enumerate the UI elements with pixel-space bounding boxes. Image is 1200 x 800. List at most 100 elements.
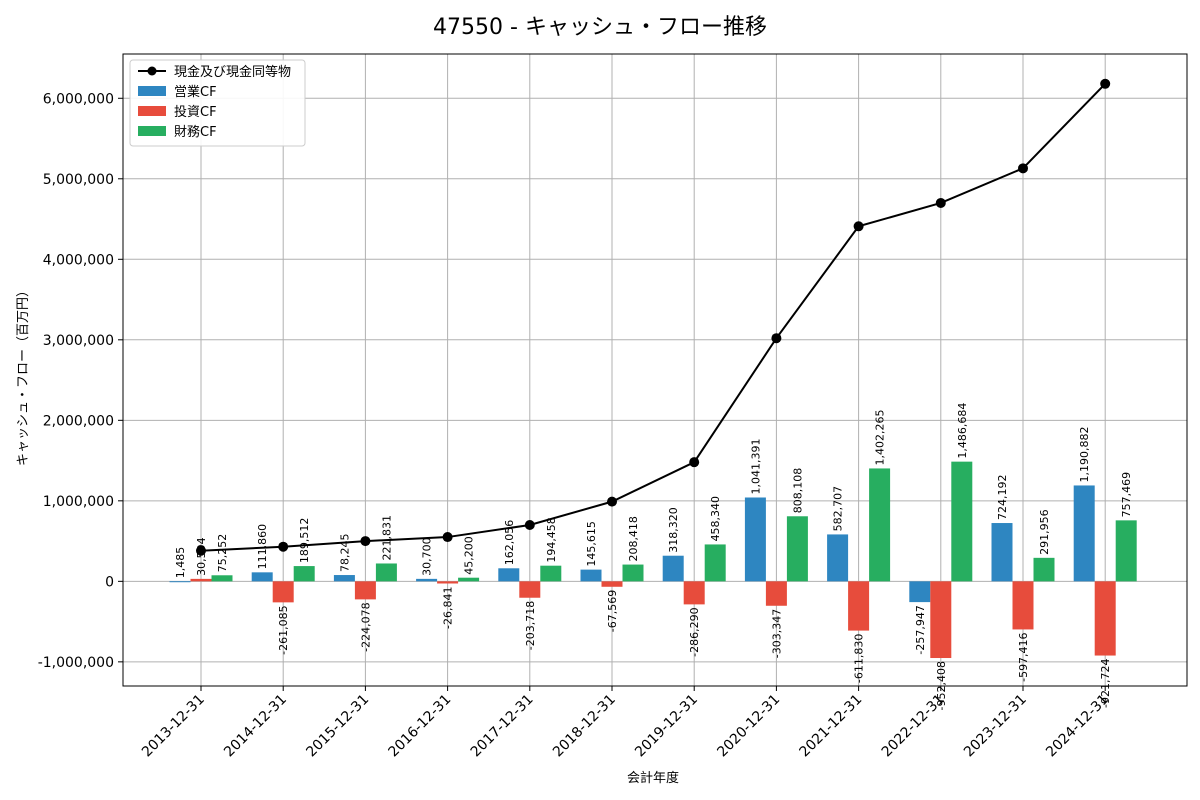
bar-0-4	[498, 568, 520, 582]
cash-point	[442, 532, 453, 543]
x-tick-label: 2017-12-31	[468, 692, 537, 761]
value-label: 808,108	[791, 468, 804, 514]
line-layer	[196, 78, 1111, 556]
value-label: 75,252	[216, 534, 229, 573]
x-axis-label: 会計年度	[627, 770, 679, 786]
bar-2-1	[293, 566, 315, 582]
value-label: 45,200	[463, 536, 476, 575]
bar-1-5	[601, 581, 623, 587]
bar-1-1	[272, 581, 294, 603]
x-tick-label: 2022-12-31	[879, 692, 948, 761]
cash-point	[360, 536, 371, 547]
value-label: 1,486,684	[956, 403, 969, 459]
legend-bar-swatch	[138, 106, 166, 116]
value-label: 458,340	[709, 496, 722, 542]
y-tick-label: 5,000,000	[43, 172, 114, 188]
value-label: -257,947	[914, 605, 927, 654]
y-tick-label: 3,000,000	[43, 333, 114, 349]
value-label: 194,458	[545, 517, 558, 563]
grid-layer	[123, 54, 1187, 686]
value-label: 1,041,391	[749, 439, 762, 495]
value-label: 189,512	[298, 518, 311, 564]
bar-0-8	[827, 534, 849, 582]
bar-2-10	[1033, 557, 1055, 582]
value-label: 1,402,265	[874, 409, 887, 465]
value-label: -67,569	[606, 590, 619, 632]
bars-layer	[169, 461, 1137, 659]
x-tick-label: 2023-12-31	[961, 692, 1030, 761]
bar-1-2	[354, 581, 376, 600]
cash-point	[607, 496, 617, 507]
bar-1-11	[1094, 581, 1116, 656]
value-label: -203,718	[524, 601, 537, 650]
legend-label: 投資CF	[174, 104, 217, 120]
x-tick-label: 2016-12-31	[386, 692, 455, 761]
bar-0-0	[169, 581, 191, 583]
cash-point	[771, 333, 782, 344]
bar-2-6	[704, 544, 726, 582]
value-label: 318,320	[667, 507, 680, 553]
chart-title: 47550 - キャッシュ・フロー推移	[433, 15, 767, 40]
cash-line	[200, 83, 1106, 552]
bar-1-0	[190, 578, 212, 582]
value-label: 724,192	[996, 475, 1009, 521]
value-label: -303,347	[770, 609, 783, 658]
bar-2-7	[786, 516, 808, 582]
y-tick-label: -1,000,000	[38, 655, 114, 671]
x-tick-label: 2020-12-31	[714, 692, 783, 761]
y-tick-label: 2,000,000	[43, 413, 114, 429]
x-tick-label: 2024-12-31	[1043, 692, 1112, 761]
cash-point	[524, 519, 535, 530]
value-label: 78,245	[338, 534, 351, 573]
value-label: 582,707	[832, 486, 845, 532]
value-label: -597,416	[1017, 632, 1030, 681]
value-label: 208,418	[627, 516, 640, 562]
bar-1-7	[765, 581, 787, 606]
bar-0-10	[991, 523, 1013, 582]
x-tick-label: 2021-12-31	[797, 692, 866, 761]
y-axis-label: キャッシュ・フロー（百万円）	[16, 284, 31, 466]
bar-1-4	[519, 581, 541, 598]
y-tick-label: 0	[105, 574, 114, 590]
value-label: 30,594	[195, 537, 208, 576]
value-label: 221,831	[380, 515, 393, 561]
value-label: 757,469	[1120, 472, 1133, 518]
bar-1-10	[1012, 581, 1034, 630]
bar-2-9	[951, 461, 973, 582]
legend-marker	[147, 66, 157, 76]
legend-box	[129, 59, 306, 147]
cash-point	[853, 221, 864, 232]
bar-2-0	[211, 575, 233, 582]
legend-label: 営業CF	[174, 84, 217, 100]
value-label: -224,078	[359, 602, 372, 651]
value-label: 291,956	[1038, 509, 1051, 555]
x-tick-label: 2018-12-31	[550, 692, 619, 761]
cash-point	[1018, 163, 1028, 174]
value-label: 30,700	[421, 537, 434, 576]
cash-point	[278, 541, 289, 552]
cash-point	[689, 457, 700, 468]
bar-1-3	[437, 581, 459, 584]
bar-0-6	[662, 555, 684, 582]
x-tick-label: 2015-12-31	[303, 692, 372, 761]
bar-0-9	[909, 581, 931, 603]
cash-point	[935, 197, 946, 208]
bar-0-7	[744, 497, 766, 582]
bar-0-11	[1073, 485, 1095, 582]
value-label: -286,290	[688, 607, 701, 656]
bar-1-8	[848, 581, 870, 631]
value-label: 145,615	[585, 521, 598, 567]
x-tick-label: 2014-12-31	[221, 692, 290, 761]
cash-point	[196, 545, 206, 556]
bar-0-1	[251, 572, 273, 582]
value-label: 111,860	[256, 524, 269, 570]
value-label: 1,485	[174, 547, 187, 579]
legend-label: 現金及び現金同等物	[174, 64, 291, 80]
plot-frame	[122, 53, 1188, 687]
bar-1-6	[683, 581, 705, 605]
legend-bar-swatch	[138, 86, 166, 96]
bar-0-5	[580, 569, 602, 582]
